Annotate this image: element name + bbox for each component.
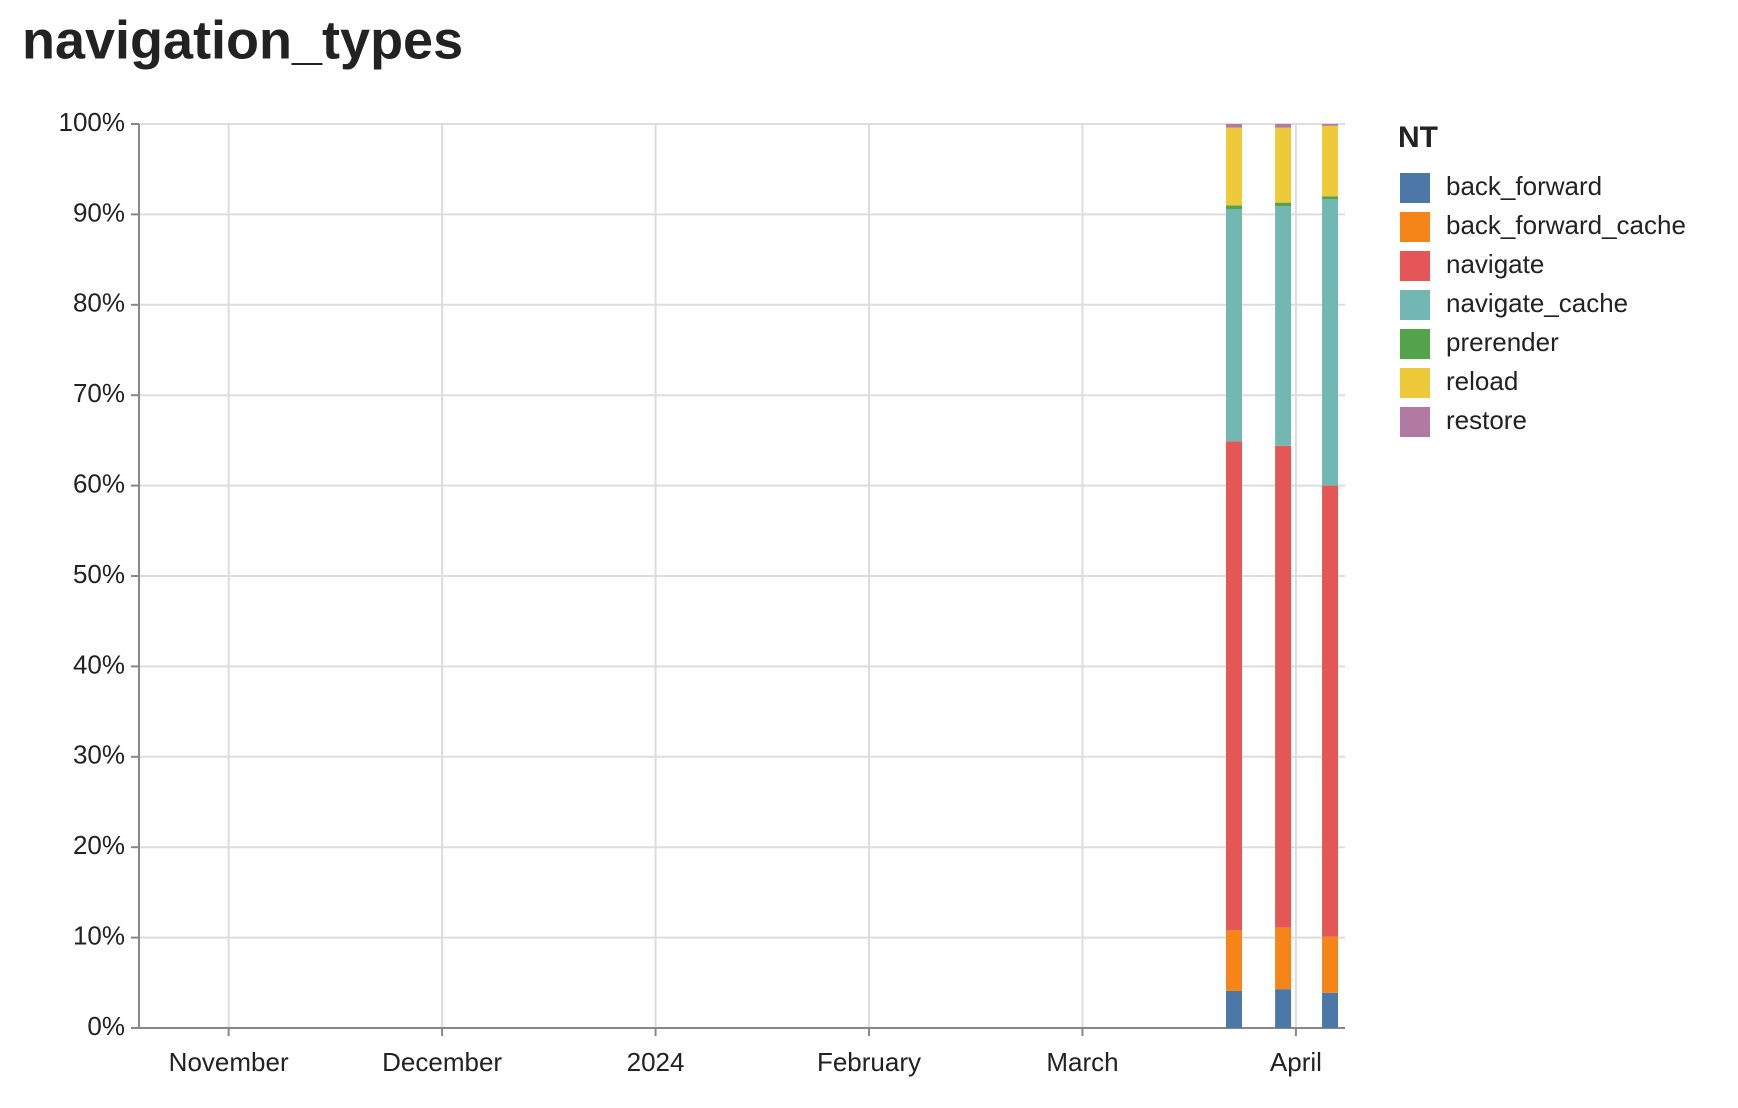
bar-segment bbox=[1226, 441, 1243, 931]
legend-swatch bbox=[1400, 173, 1430, 203]
legend-swatch bbox=[1400, 407, 1430, 437]
bar-segment bbox=[1275, 202, 1292, 207]
bar-segment bbox=[1322, 992, 1339, 1028]
bar-segment bbox=[1322, 125, 1339, 197]
legend-label: restore bbox=[1446, 405, 1527, 435]
x-tick-label: March bbox=[1046, 1047, 1118, 1077]
legend-label: prerender bbox=[1446, 327, 1559, 357]
legend-title: NT bbox=[1398, 121, 1438, 154]
x-tick-label: 2024 bbox=[627, 1047, 685, 1077]
y-tick-label: 50% bbox=[73, 559, 125, 589]
chart-title: navigation_types bbox=[22, 10, 463, 70]
y-tick-label: 20% bbox=[73, 830, 125, 860]
bar-segment bbox=[1275, 927, 1292, 990]
x-tick-label: April bbox=[1270, 1047, 1322, 1077]
legend-swatch bbox=[1400, 290, 1430, 320]
bar-segment bbox=[1322, 124, 1339, 126]
legend-label: reload bbox=[1446, 366, 1518, 396]
legend-label: back_forward_cache bbox=[1446, 210, 1686, 240]
y-tick-label: 0% bbox=[87, 1011, 125, 1041]
y-tick-label: 40% bbox=[73, 649, 125, 679]
y-tick-label: 100% bbox=[59, 107, 126, 137]
x-tick-label: November bbox=[169, 1047, 289, 1077]
bar-segment bbox=[1275, 445, 1292, 928]
legend-label: navigate bbox=[1446, 249, 1544, 279]
legend-swatch bbox=[1400, 329, 1430, 359]
y-tick-label: 80% bbox=[73, 288, 125, 318]
bar-segment bbox=[1226, 127, 1243, 206]
legend-swatch bbox=[1400, 251, 1430, 281]
y-tick-label: 30% bbox=[73, 740, 125, 770]
legend-label: back_forward bbox=[1446, 171, 1602, 201]
x-tick-label: December bbox=[382, 1047, 502, 1077]
bar-segment bbox=[1275, 124, 1292, 128]
bar-segment bbox=[1226, 205, 1243, 209]
x-tick-label: February bbox=[817, 1047, 921, 1077]
legend-label: navigate_cache bbox=[1446, 288, 1628, 318]
bar-segment bbox=[1226, 990, 1243, 1028]
bar-segment bbox=[1226, 930, 1243, 991]
bar-segment bbox=[1322, 936, 1339, 993]
bar-segment bbox=[1275, 127, 1292, 203]
bar-segment bbox=[1322, 199, 1339, 486]
y-tick-label: 70% bbox=[73, 378, 125, 408]
bar-segment bbox=[1226, 124, 1243, 128]
bar-segment bbox=[1322, 485, 1339, 937]
y-tick-label: 10% bbox=[73, 920, 125, 950]
legend-swatch bbox=[1400, 368, 1430, 398]
y-tick-label: 90% bbox=[73, 197, 125, 227]
bar-segment bbox=[1322, 196, 1339, 200]
y-tick-label: 60% bbox=[73, 468, 125, 498]
bar-segment bbox=[1275, 989, 1292, 1028]
bar-segment bbox=[1226, 208, 1243, 442]
legend-swatch bbox=[1400, 212, 1430, 242]
bar-segment bbox=[1275, 206, 1292, 446]
